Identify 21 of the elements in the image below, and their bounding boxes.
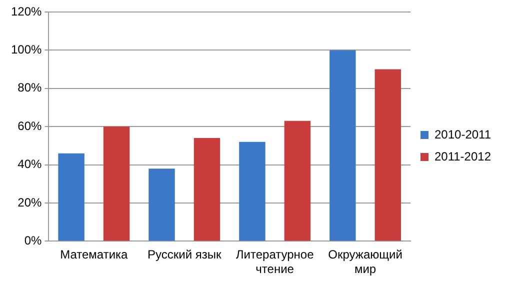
bar (194, 138, 220, 241)
bar (103, 126, 130, 241)
bar (58, 153, 84, 241)
x-tick-label: Математика (60, 248, 128, 262)
bar (374, 69, 402, 241)
legend-label: 2010-2011 (434, 127, 492, 142)
x-tick-label: Окружающий мир (328, 248, 402, 276)
y-tick-label: 100% (10, 42, 42, 57)
y-tick-label: 40% (18, 157, 42, 172)
bar (330, 50, 356, 241)
x-tick-label: Литературное чтение (236, 248, 314, 276)
bar (284, 120, 311, 241)
y-tick-label: 60% (18, 118, 42, 133)
y-tick-label: 0% (24, 234, 42, 248)
bar (148, 168, 175, 241)
legend-label: 2011-2012 (434, 149, 492, 164)
y-tick-label: 120% (10, 4, 42, 18)
x-tick-label: Русский язык (148, 248, 222, 262)
y-tick-label: 20% (18, 195, 42, 210)
bar (239, 142, 266, 241)
y-tick-label: 80% (18, 80, 42, 95)
